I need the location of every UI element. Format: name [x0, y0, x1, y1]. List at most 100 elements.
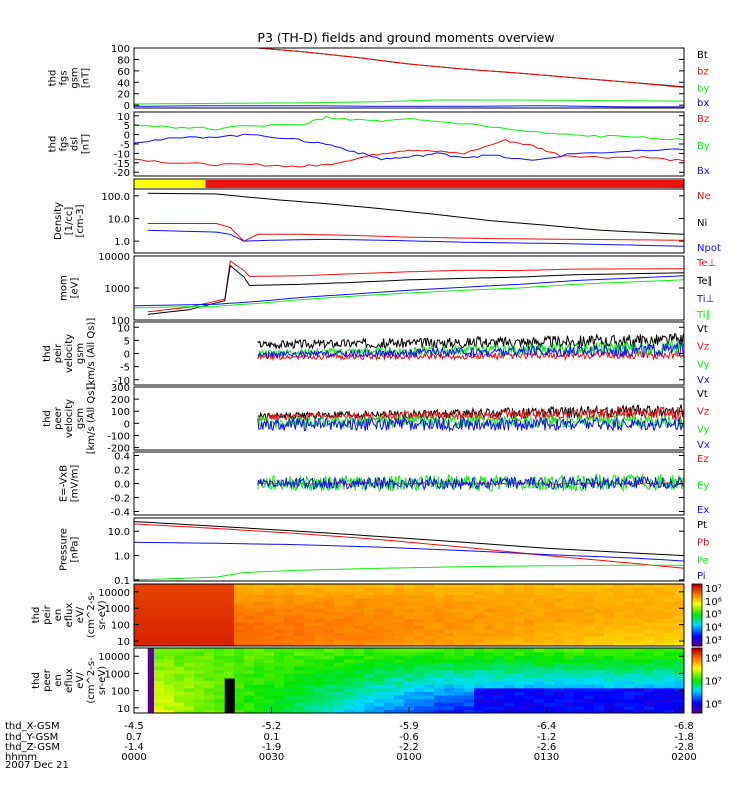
- colorbar-tick-label: 10⁶: [705, 597, 722, 608]
- series-line-Ex: [257, 475, 684, 491]
- y-axis-label: (cm^2-s-: [86, 657, 97, 704]
- y-tick-label: -15: [114, 159, 130, 170]
- y-tick-label: -5: [120, 363, 130, 374]
- legend-Vx: Vx: [697, 375, 710, 386]
- series-line-Bx: [134, 133, 684, 161]
- series-line-Pi: [134, 541, 684, 562]
- x-tick-label: 0130: [534, 752, 559, 763]
- y-tick-label: 200: [111, 395, 130, 406]
- ephemeris-value: -6.8: [674, 721, 694, 732]
- y-tick-label: 80: [117, 55, 130, 66]
- ephemeris-value: 0.7: [126, 732, 142, 743]
- panel-frame: [133, 188, 685, 254]
- y-axis-label: peer: [42, 668, 53, 692]
- colorbar-tick-label: 10⁸: [705, 653, 722, 664]
- y-tick-label: 10: [117, 323, 130, 334]
- panel-frame: [133, 47, 685, 109]
- y-tick-label: 1.0: [114, 552, 130, 563]
- panel-peir-eflux: 10³ 10⁴ 10⁵ 10⁶ 10⁷ 10 100 1000 10000 thd peir en ef…: [31, 583, 722, 648]
- y-axis-label: thd: [42, 345, 53, 362]
- y-tick-label: 0.1: [114, 576, 130, 587]
- series-fgs-dsl: [134, 115, 684, 168]
- x-tick-label: 0000: [121, 752, 146, 763]
- y-tick-label: 10.0: [108, 214, 130, 225]
- series-line-Vx: [257, 416, 684, 433]
- series-line-Ti∥: [134, 279, 684, 309]
- ephemeris-value: -1.2: [537, 732, 557, 743]
- panel-temperature: Te⊥ Te∥ Ti⊥ Ti∥ 100 1000 10000 mom [eV]: [59, 252, 717, 327]
- legend-Vy: Vy: [697, 424, 710, 435]
- legend-Vz: Vz: [697, 407, 709, 418]
- y-axis-label: eV/: [75, 606, 86, 623]
- y-tick-label: 0: [124, 101, 130, 112]
- series-peer-velocity: [257, 403, 684, 433]
- legend-By: By: [697, 141, 710, 152]
- y-axis-label: eflux: [64, 603, 75, 628]
- series-temperature: [134, 260, 684, 315]
- y-axis-label: velocity: [64, 399, 75, 438]
- y-tick-label: 0: [124, 419, 130, 430]
- legend-Vy: Vy: [697, 359, 710, 370]
- panel-frame: [133, 386, 685, 451]
- y-axis-label: gsm: [70, 67, 81, 88]
- y-tick-label: 1000: [105, 604, 130, 615]
- panel-frame: [133, 111, 685, 177]
- ephemeris-value: -2.2: [399, 742, 419, 753]
- y-axis-label: eflux: [64, 668, 75, 693]
- series-fgs-gsm: [134, 48, 684, 108]
- panel-mode-bar: [133, 178, 685, 190]
- y-tick-label: 0: [124, 131, 130, 142]
- y-axis-label: [nT]: [81, 134, 92, 154]
- legend-Bx: Bx: [697, 166, 710, 177]
- y-tick-label: 100: [111, 621, 130, 632]
- series-line-Ne: [147, 223, 684, 242]
- y-axis-label: gsm: [75, 408, 86, 429]
- series-line-by: [134, 99, 684, 105]
- series-line-Vx: [257, 341, 684, 359]
- y-axis-label: thd: [31, 672, 42, 689]
- y-axis-label: gsm: [75, 343, 86, 364]
- ephemeris-label: thd_X-GSM: [5, 721, 60, 732]
- y-tick-label: 60: [117, 67, 130, 78]
- y-tick-label: 1.0: [114, 237, 130, 248]
- y-tick-label: -0.2: [110, 494, 130, 505]
- y-axis-label: dsl: [70, 137, 81, 151]
- ephemeris-value: -1.9: [262, 742, 282, 753]
- ephemeris-value: 0.1: [264, 732, 280, 743]
- legend-Vt: Vt: [697, 324, 708, 335]
- panel-peir-velocity: Vt Vz Vy Vx -10 -5 0 5 10 thd peir velocity gsm [km/s…: [42, 318, 710, 390]
- ephemeris-value: -0.6: [399, 732, 419, 743]
- y-tick-label: 10: [117, 704, 130, 715]
- y-tick-label: -100: [107, 431, 130, 442]
- series-line-Ni: [147, 192, 684, 235]
- y-tick-label: 300: [111, 383, 130, 394]
- ephemeris-value: -5.2: [262, 721, 282, 732]
- y-tick-label: 100: [111, 687, 130, 698]
- colorbar-tick-label: 10⁷: [705, 584, 722, 595]
- y-tick-label: -5: [120, 140, 130, 151]
- legend-Pt: Pt: [697, 520, 707, 531]
- y-tick-label: 100.0: [101, 192, 130, 203]
- y-tick-label: 0: [124, 350, 130, 361]
- panel-efield: Ez Ey Ex -0.4 -0.2 0.0 0.2 0.4 E=-VxB [mV/m]: [59, 451, 709, 519]
- legend-Vz: Vz: [697, 342, 709, 353]
- mode-bar-segment-1: [205, 180, 684, 188]
- y-tick-label: 5: [124, 121, 130, 132]
- y-tick-label: 1000: [105, 284, 130, 295]
- y-axis-label: [cm-3]: [75, 204, 86, 237]
- date-label: 2007 Dec 21: [5, 760, 69, 771]
- ephemeris-value: -5.9: [399, 721, 419, 732]
- ephemeris-value: -4.5: [124, 721, 144, 732]
- y-tick-label: 40: [117, 78, 130, 89]
- series-line-Vy: [257, 339, 684, 357]
- series-line-Pb: [134, 523, 684, 569]
- panel-frame: [133, 255, 685, 321]
- y-tick-label: 0.0: [114, 480, 130, 491]
- colorbar-tick-label: 10⁵: [705, 610, 722, 621]
- ephemeris-label: hhmm: [5, 752, 37, 763]
- y-axis-label: en: [53, 674, 64, 687]
- y-axis-label: (cm^2-s-: [86, 591, 97, 638]
- series-line-bz: [257, 48, 684, 88]
